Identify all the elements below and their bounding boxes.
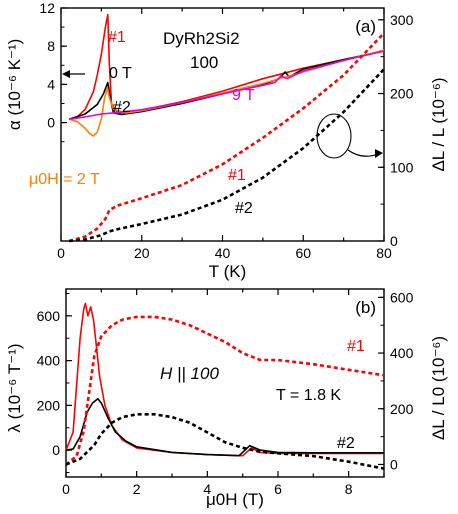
y-tick-label-left: 600	[37, 308, 61, 324]
x-tick-label: 2	[133, 481, 141, 497]
y-tick-label-right: 100	[390, 159, 414, 175]
x-tick-label: 80	[376, 245, 392, 261]
series-line-right-2	[65, 315, 385, 466]
x-tick-label: 20	[134, 245, 150, 261]
y-tick-label-left: 0	[47, 115, 55, 131]
series-line-left-0	[68, 13, 385, 120]
x-tick-label: 0	[57, 245, 65, 261]
panel-b: 0 2 4 6 8 0 200 400 600 0 200 400 600 λ (10⁻⁶ T⁻¹) ΔL …	[5, 288, 448, 509]
series-line-left-0	[65, 302, 384, 457]
y-axis-label-right: ΔL / L (10⁻⁶)	[429, 77, 448, 171]
annotation-field-0T: 0 T	[109, 65, 132, 82]
chart-subtitle: 100	[190, 53, 218, 72]
panel-label: (b)	[355, 298, 376, 317]
arrow-left-head	[62, 70, 70, 78]
x-tick-label: 4	[203, 481, 211, 497]
annotation-dashed-2: #2	[337, 435, 355, 452]
series-line-left-3	[68, 50, 385, 120]
chart-title: DyRh2Si2	[163, 29, 240, 48]
annotation-temperature: T = 1.8 K	[276, 387, 341, 404]
annotation-sample-1: #1	[108, 29, 126, 46]
annotation-field-9T: 9 T	[232, 87, 255, 104]
series-line-left-2	[68, 49, 385, 137]
series-line-right-4	[68, 32, 385, 243]
y-axis-label-left: α (10⁻⁶ K⁻¹)	[5, 39, 24, 130]
y-tick-label-right: 0	[390, 233, 398, 249]
arrow-right-shaft	[347, 149, 379, 157]
series-line-right-3	[65, 412, 385, 470]
annotation-dashed-1: #1	[347, 338, 365, 355]
y-tick-label-left: 12	[39, 0, 55, 16]
annotation-field-direction: H || 100	[160, 364, 219, 383]
y-tick-label-left: 0	[52, 442, 60, 458]
x-axis-label: μ0H (T)	[206, 490, 264, 509]
x-tick-label: 8	[345, 481, 353, 497]
annotation-dashed-2: #2	[235, 200, 253, 217]
y-axis-label-right: ΔL / L0 (10⁻⁶)	[429, 336, 448, 440]
annotation-dashed-1: #1	[228, 167, 246, 184]
y-tick-label-right: 300	[390, 12, 414, 28]
y-axis-label-left: λ (10⁻⁶ T⁻¹)	[5, 343, 24, 432]
y-tick-label-right: 200	[390, 86, 414, 102]
annotation-sample-2: #2	[113, 99, 131, 116]
y-tick-label-left: 200	[37, 397, 61, 413]
y-tick-label-right: 200	[390, 401, 414, 417]
y-tick-label-left: 400	[37, 353, 61, 369]
ellipse-marker	[316, 113, 352, 159]
y-tick-label-left: 8	[47, 38, 55, 54]
x-axis-label: T (K)	[209, 262, 246, 281]
arrow-right-head	[375, 149, 383, 158]
y-tick-label-right: 400	[390, 345, 414, 361]
panel-label: (a)	[355, 17, 376, 36]
x-tick-label: 6	[274, 481, 282, 497]
series-line-right-5	[68, 68, 385, 243]
y-tick-label-left: 4	[47, 76, 55, 92]
series-line-left-1	[65, 397, 384, 457]
y-tick-label-right: 0	[390, 456, 398, 472]
x-tick-label: 60	[295, 245, 311, 261]
y-tick-label-right: 600	[390, 289, 414, 305]
x-tick-label: 40	[215, 245, 231, 261]
annotation-field-2T: μ0H = 2 T	[29, 171, 100, 188]
x-tick-label: 0	[62, 481, 70, 497]
